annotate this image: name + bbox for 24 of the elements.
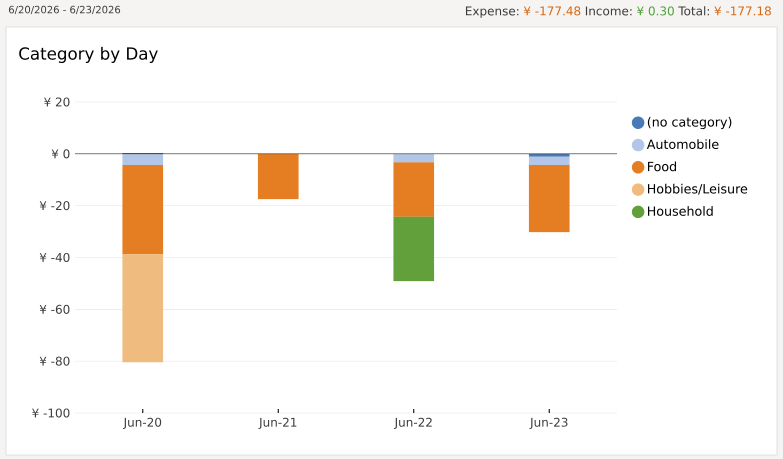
chart-title: Category by Day <box>19 46 158 64</box>
x-tick-label: Jun-22 <box>394 418 432 430</box>
text: Income: <box>586 6 632 16</box>
legend-label: Hobbies/Leisure <box>648 184 748 195</box>
text: ¥ 0.30 <box>637 6 674 16</box>
legend-label: Food <box>648 161 676 172</box>
y-tick-label: ¥ -40 <box>40 252 70 262</box>
legend-label: Automobile <box>646 139 718 150</box>
y-tick-label: ¥ -100 <box>32 408 70 418</box>
text: Expense: <box>466 6 518 18</box>
y-tick-label: ¥ 0 <box>52 149 70 158</box>
text: 6/20/2026 - 6/23/2026 <box>8 6 120 14</box>
y-tick-label: ¥ 20 <box>44 97 70 107</box>
y-tick-label: ¥ -60 <box>40 304 70 314</box>
text: ¥ -177.48 <box>524 6 580 16</box>
x-tick-label: Jun-21 <box>258 418 296 430</box>
legend-label: (no category) <box>648 116 732 130</box>
y-tick-label: ¥ -80 <box>40 356 70 366</box>
text: ¥ -177.18 <box>714 6 771 16</box>
x-tick-label: Jun-20 <box>122 418 162 430</box>
x-tick-label: Jun-23 <box>529 418 568 430</box>
legend-label: Household <box>648 206 713 216</box>
y-tick-label: ¥ -20 <box>40 201 70 210</box>
text: Total: <box>678 6 709 16</box>
